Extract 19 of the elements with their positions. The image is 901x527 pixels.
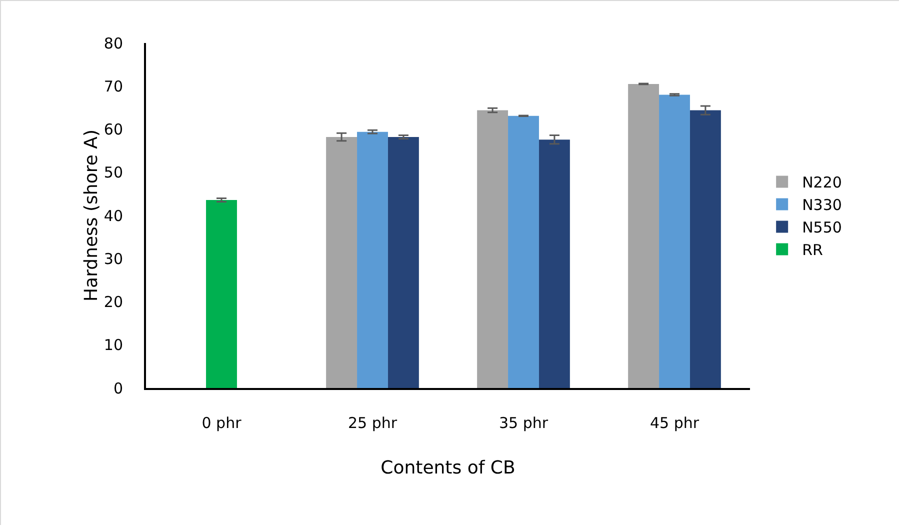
y-tick-label: 70 bbox=[104, 77, 123, 96]
x-tick-label: 0 phr bbox=[202, 414, 242, 432]
legend-label: N330 bbox=[802, 196, 842, 214]
x-tick-label: 35 phr bbox=[498, 414, 549, 432]
y-tick-label: 10 bbox=[104, 336, 123, 354]
y-tick-label: 20 bbox=[104, 293, 123, 311]
y-tick-label: 80 bbox=[104, 34, 123, 52]
y-tick-label: 60 bbox=[104, 120, 123, 138]
y-tick-label: 50 bbox=[104, 164, 123, 182]
legend-label: N550 bbox=[802, 218, 842, 237]
x-tick-label: 25 phr bbox=[348, 414, 398, 432]
y-axis-title: Hardness (shore A) bbox=[80, 130, 102, 302]
x-tick-label: 45 phr bbox=[650, 414, 700, 432]
y-tick-label: 40 bbox=[104, 206, 123, 225]
x-axis-title: Contents of CB bbox=[380, 458, 516, 479]
legend-label: N220 bbox=[802, 174, 842, 192]
y-tick-label: 30 bbox=[104, 250, 123, 268]
y-tick-label: 0 bbox=[113, 379, 123, 398]
legend-label: RR bbox=[802, 241, 823, 260]
